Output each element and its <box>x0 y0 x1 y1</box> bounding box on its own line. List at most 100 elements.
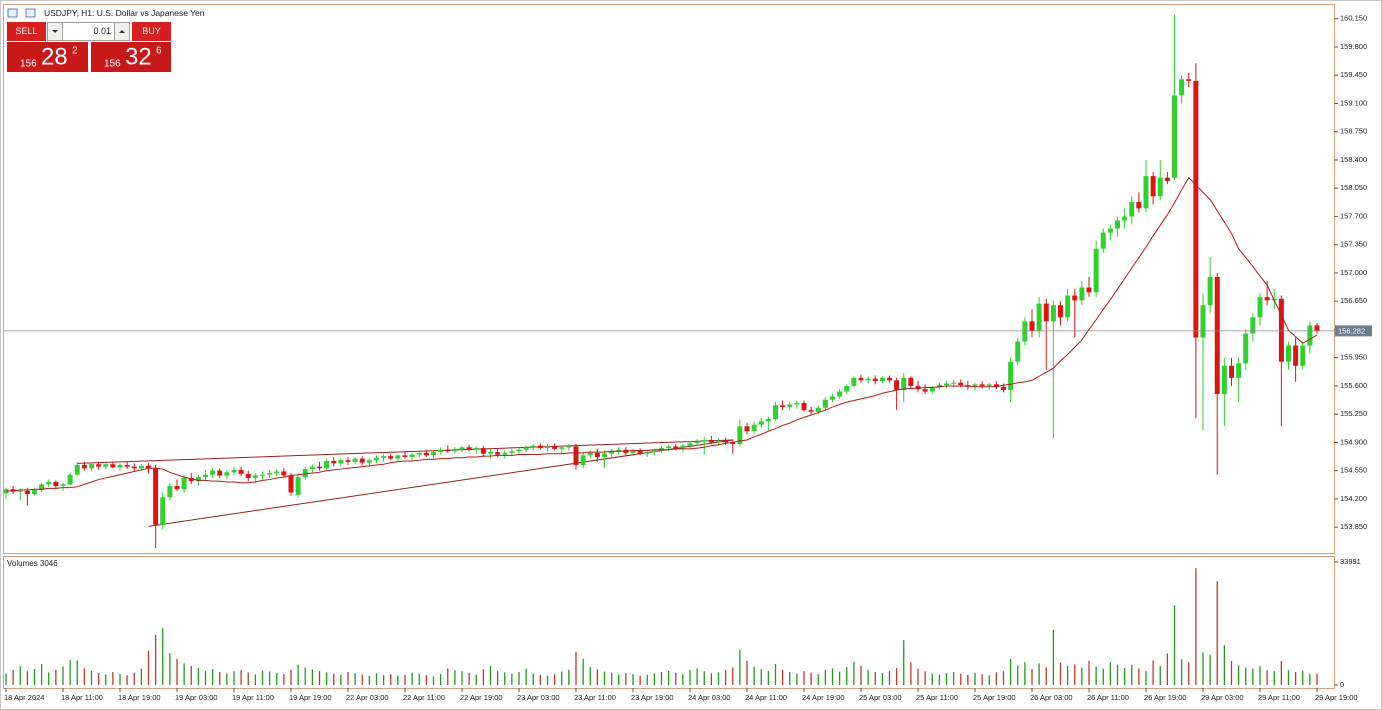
candle-body <box>758 421 764 425</box>
ask-box[interactable] <box>91 42 171 72</box>
candle-body <box>537 445 543 449</box>
candle-body <box>1107 228 1113 233</box>
candle-body <box>922 389 928 392</box>
candle-body <box>1008 361 1014 390</box>
candle-body <box>1122 216 1128 221</box>
candle-body <box>1072 295 1078 301</box>
candle-body <box>60 484 66 487</box>
candle-body <box>516 449 522 452</box>
arrow-up <box>119 30 125 33</box>
volume-bars <box>5 568 1318 685</box>
candle-body <box>1221 365 1227 395</box>
candle-body <box>1100 232 1106 249</box>
candle-body <box>1164 177 1170 181</box>
x-tick-label: 19 Apr 03:00 <box>175 693 218 702</box>
bid-box[interactable] <box>7 42 88 72</box>
y-tick-label: 159.800 <box>1340 42 1367 51</box>
candle-body <box>929 387 935 392</box>
candle-body <box>1001 386 1006 390</box>
candle-body <box>1029 321 1035 332</box>
candle-body <box>103 464 109 467</box>
candle-body <box>1300 345 1306 366</box>
y-tick-label: 158.750 <box>1340 127 1367 136</box>
candle-body <box>1179 79 1185 96</box>
candle-body <box>352 458 358 462</box>
candle-body <box>381 456 387 458</box>
candle-body <box>1250 317 1256 334</box>
candle-body <box>858 377 864 381</box>
candle-body <box>395 455 401 459</box>
candle-body <box>67 474 73 485</box>
buy-button[interactable] <box>132 22 171 41</box>
candle-body <box>1257 297 1263 318</box>
candle-body <box>110 464 116 468</box>
x-tick-label: 18 Apr 11:00 <box>61 693 103 702</box>
x-tick-label: 23 Apr 19:00 <box>631 693 674 702</box>
candle-body <box>295 477 301 495</box>
x-tick-label: 22 Apr 03:00 <box>346 693 389 702</box>
candle-body <box>958 382 964 386</box>
candle-body <box>366 460 372 463</box>
candle-body <box>830 396 835 400</box>
x-tick-label: 24 Apr 03:00 <box>688 693 731 702</box>
candle-body <box>338 460 344 464</box>
y-tick-label: 160.150 <box>1340 14 1367 23</box>
candle-body <box>81 465 87 469</box>
candle-body <box>1207 276 1213 306</box>
candle-body <box>146 465 151 469</box>
candle-body <box>872 378 878 382</box>
candle-body <box>523 447 529 450</box>
candle-body <box>879 377 885 382</box>
candle-body <box>644 452 650 454</box>
candle-body <box>438 449 444 453</box>
candle-body <box>801 402 807 411</box>
candle-body <box>181 477 187 490</box>
candle-body <box>566 446 572 448</box>
candle-body <box>730 442 736 445</box>
candle-body <box>274 471 280 474</box>
candle-body <box>488 452 493 454</box>
candle-body <box>431 452 436 456</box>
y-tick-label: 159.450 <box>1340 70 1367 79</box>
candle-body <box>39 484 45 491</box>
ask-fraction: 6 <box>156 46 162 57</box>
x-tick-label: 18 Apr 19:00 <box>118 693 161 702</box>
icon <box>7 8 18 18</box>
candle-body <box>708 440 714 443</box>
candle-body <box>844 385 850 392</box>
y-tick-label: 157.350 <box>1340 240 1367 249</box>
one-click-trading: SELL 0.01 BUY 156 28 2 156 32 6 <box>7 22 171 72</box>
candle-body <box>502 452 508 455</box>
sell-button[interactable] <box>7 22 46 41</box>
candle-body <box>822 399 828 408</box>
candle-body <box>473 448 479 450</box>
candle-body <box>195 477 201 482</box>
candle-body <box>267 473 273 475</box>
candle-body <box>324 460 330 469</box>
candle-body <box>1036 303 1042 332</box>
candle-body <box>651 450 657 453</box>
candle-body <box>944 383 949 386</box>
candle-body <box>281 471 287 476</box>
candle-body <box>837 391 843 397</box>
candle-body <box>1022 321 1028 342</box>
candle-body <box>452 448 458 452</box>
candle-body <box>680 445 686 449</box>
y-tick-label: 156.650 <box>1340 296 1367 305</box>
candle-body <box>288 475 294 493</box>
candle-body <box>509 451 515 453</box>
ask-big-figure: 156 <box>104 59 121 70</box>
x-tick-label: 26 Apr 03:00 <box>1030 693 1073 702</box>
candle-body <box>773 405 778 420</box>
x-tick-label: 26 Apr 19:00 <box>1144 693 1187 702</box>
candle-body <box>153 468 159 525</box>
candle-body <box>217 470 223 476</box>
candle-body <box>1200 305 1206 338</box>
candle-body <box>666 446 672 449</box>
candle-body <box>495 452 501 455</box>
candle-body <box>808 410 814 412</box>
candle-body <box>887 377 892 381</box>
y-tick-label: 157.700 <box>1340 211 1367 220</box>
candle-body <box>559 447 565 449</box>
